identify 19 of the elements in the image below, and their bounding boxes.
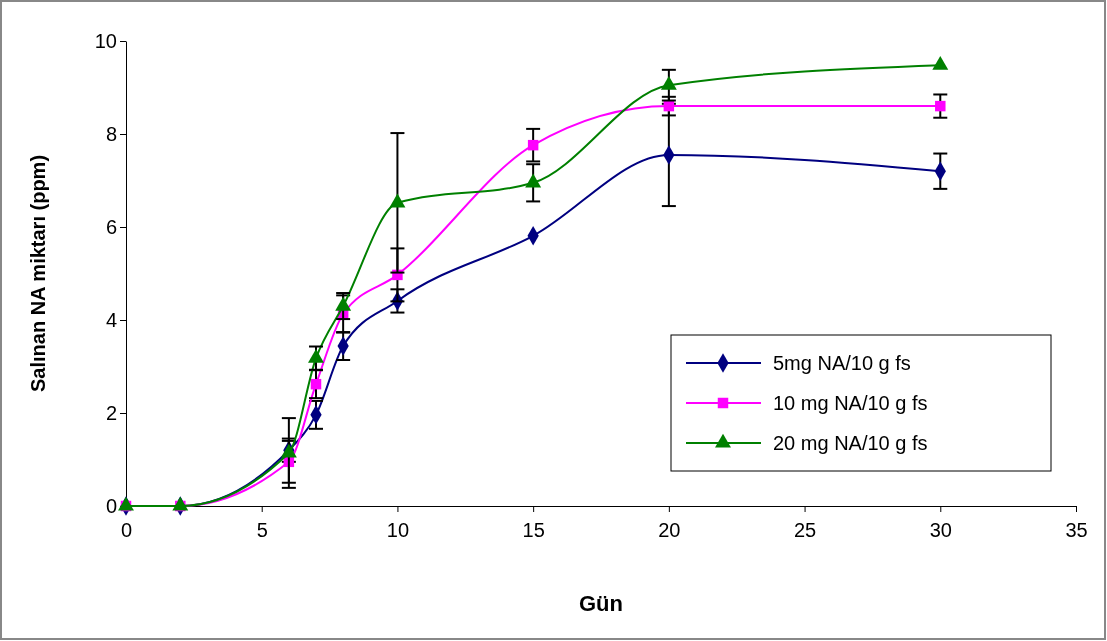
y-tick-label: 10 (94, 29, 117, 52)
y-tick-label: 4 (105, 308, 117, 331)
x-tick-label: 15 (522, 519, 545, 541)
y-tick-label: 6 (105, 215, 117, 238)
legend-label: 10 mg NA/10 g fs (773, 392, 928, 414)
y-axis-title: Salınan NA miktarı (ppm) (27, 154, 49, 393)
x-tick-label: 25 (793, 519, 817, 541)
x-tick-label: 10 (386, 519, 410, 541)
legend-label: 20 mg NA/10 g fs (773, 432, 928, 454)
x-axis-title: Gün (579, 591, 623, 616)
x-tick-label: 30 (929, 519, 952, 541)
y-tick-label: 0 (105, 494, 117, 517)
y-tick-label: 2 (105, 401, 117, 424)
x-tick-label: 5 (256, 519, 268, 541)
legend-label: 5mg NA/10 g fs (773, 352, 911, 374)
y-tick-label: 8 (105, 122, 117, 145)
x-tick-label: 35 (1065, 519, 1088, 541)
x-tick-label: 20 (658, 519, 681, 541)
x-tick-label: 0 (120, 519, 133, 541)
